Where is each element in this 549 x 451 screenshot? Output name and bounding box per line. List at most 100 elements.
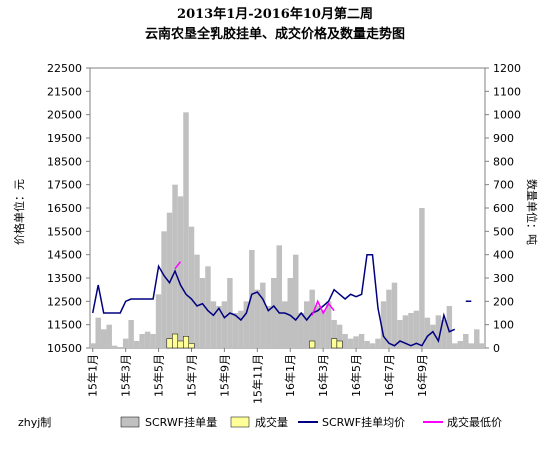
bar bbox=[106, 324, 112, 348]
bar bbox=[128, 320, 134, 348]
bar bbox=[435, 315, 442, 348]
y-tick-label: 13500 bbox=[47, 272, 82, 285]
x-tick-label: 15年7月 bbox=[184, 354, 198, 397]
chart-title: 2013年1月-2016年10月第二周 bbox=[177, 6, 373, 22]
y2-tick-label: 200 bbox=[493, 295, 514, 308]
legend-swatch bbox=[230, 416, 250, 428]
y2-tick-label: 1100 bbox=[493, 85, 521, 98]
bar bbox=[479, 343, 485, 348]
bar bbox=[314, 306, 321, 348]
y-tick-label: 12500 bbox=[47, 295, 82, 308]
x-tick-label: 15年9月 bbox=[217, 354, 231, 397]
bar bbox=[100, 329, 107, 348]
bar bbox=[150, 334, 156, 348]
bar bbox=[441, 320, 447, 348]
bar bbox=[309, 289, 315, 348]
bar bbox=[177, 196, 184, 348]
bar bbox=[419, 208, 425, 348]
bar bbox=[227, 278, 233, 348]
bar bbox=[342, 334, 348, 348]
bar bbox=[111, 345, 118, 348]
bar bbox=[391, 282, 398, 348]
bar bbox=[194, 254, 200, 348]
bar bbox=[452, 343, 458, 348]
bar bbox=[166, 338, 173, 349]
bar bbox=[282, 301, 288, 348]
bar bbox=[95, 317, 101, 348]
bar bbox=[155, 294, 162, 348]
bar bbox=[238, 310, 244, 348]
bar bbox=[380, 301, 387, 348]
bar bbox=[347, 338, 354, 348]
y-axis-label: 价格单位：元 bbox=[12, 179, 26, 245]
x-tick-label: 16年3月 bbox=[316, 354, 330, 397]
bar bbox=[260, 282, 266, 348]
bar bbox=[397, 320, 403, 348]
legend-swatch bbox=[120, 416, 140, 428]
y-tick-label: 20500 bbox=[47, 109, 82, 122]
bar bbox=[468, 343, 475, 348]
x-tick-label: 15年1月 bbox=[86, 354, 100, 397]
bar bbox=[161, 231, 167, 348]
bar bbox=[139, 334, 145, 348]
bar bbox=[172, 184, 178, 348]
bar bbox=[353, 336, 359, 348]
bar bbox=[375, 338, 381, 348]
bar bbox=[276, 245, 283, 348]
y-tick-label: 22500 bbox=[47, 62, 82, 75]
bar bbox=[188, 226, 195, 348]
bar bbox=[183, 336, 189, 349]
bar bbox=[199, 278, 206, 348]
bar bbox=[210, 301, 217, 348]
bar bbox=[309, 340, 316, 349]
y-tick-label: 19500 bbox=[47, 132, 82, 145]
bar bbox=[430, 324, 436, 348]
y-tick-label: 11500 bbox=[47, 319, 82, 332]
y-tick-label: 14500 bbox=[47, 249, 82, 262]
bar bbox=[188, 343, 195, 349]
x-tick-label: 15年11月 bbox=[250, 354, 264, 404]
bar bbox=[424, 317, 431, 348]
y2-tick-label: 600 bbox=[493, 202, 514, 215]
y2-tick-label: 500 bbox=[493, 225, 514, 238]
y-tick-label: 16500 bbox=[47, 202, 82, 215]
bar bbox=[364, 341, 370, 348]
bar bbox=[265, 306, 272, 348]
bar bbox=[144, 331, 151, 348]
bar bbox=[122, 338, 129, 348]
bar bbox=[331, 320, 337, 348]
bar bbox=[205, 266, 211, 348]
bar bbox=[292, 254, 299, 348]
x-tick-label: 15年3月 bbox=[119, 354, 133, 397]
legend-label: 成交最低价 bbox=[447, 415, 502, 429]
bar bbox=[402, 315, 409, 348]
bar bbox=[413, 310, 420, 348]
bar bbox=[331, 338, 338, 349]
bar bbox=[254, 289, 261, 348]
bar bbox=[320, 310, 326, 348]
bar bbox=[183, 112, 189, 348]
bar bbox=[166, 212, 173, 348]
y2-tick-label: 1200 bbox=[493, 62, 521, 75]
bar bbox=[325, 301, 332, 348]
bar bbox=[303, 301, 310, 348]
bar bbox=[249, 250, 255, 348]
y-tick-label: 15500 bbox=[47, 225, 82, 238]
bar bbox=[90, 343, 96, 348]
bar bbox=[386, 289, 392, 348]
x-tick-label: 16年7月 bbox=[382, 354, 396, 397]
line bbox=[174, 261, 335, 316]
legend-label: SCRWF挂单量 bbox=[145, 415, 217, 429]
y-tick-label: 17500 bbox=[47, 179, 82, 192]
x-tick-label: 15年5月 bbox=[152, 354, 166, 397]
bar bbox=[336, 340, 343, 349]
bar bbox=[408, 313, 414, 348]
y2-tick-label: 0 bbox=[493, 342, 500, 355]
bar bbox=[446, 306, 453, 348]
bar bbox=[216, 306, 222, 348]
y2-tick-label: 300 bbox=[493, 272, 514, 285]
bar bbox=[133, 341, 140, 348]
bar bbox=[336, 324, 343, 348]
bar bbox=[271, 278, 277, 348]
